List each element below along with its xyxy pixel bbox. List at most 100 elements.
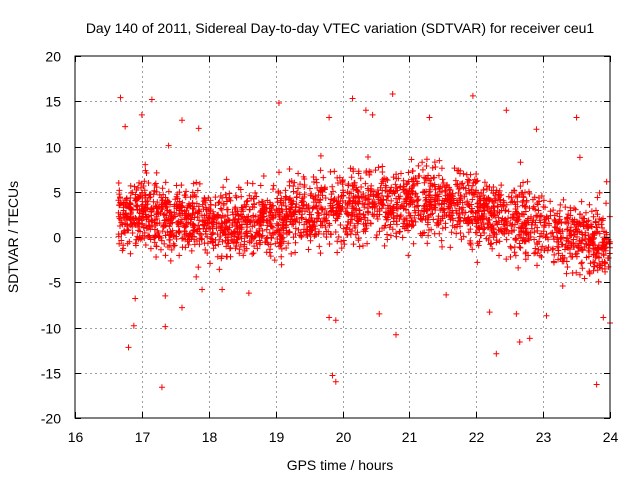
data-point [164, 198, 171, 205]
data-point [196, 208, 203, 215]
data-point [159, 185, 166, 192]
data-point [332, 317, 339, 324]
data-point [162, 203, 169, 210]
data-point [118, 219, 125, 226]
data-point [157, 246, 164, 253]
data-point [225, 240, 232, 247]
data-point [585, 245, 592, 252]
data-point [505, 230, 512, 237]
data-point [593, 207, 600, 214]
data-point [531, 236, 538, 243]
data-point [599, 224, 606, 231]
data-point [432, 186, 439, 193]
data-point [148, 204, 155, 211]
data-point [166, 220, 173, 227]
data-point [413, 178, 420, 185]
data-point [400, 183, 407, 190]
data-point [138, 111, 145, 118]
data-point [362, 180, 369, 187]
data-point [226, 224, 233, 231]
data-point [122, 123, 129, 130]
data-point [455, 200, 462, 207]
data-point [554, 243, 561, 250]
data-point [276, 231, 283, 238]
data-point [351, 222, 358, 229]
data-point [235, 233, 242, 240]
data-point [322, 224, 329, 231]
data-point [165, 142, 172, 149]
data-point [359, 200, 366, 207]
data-point [301, 208, 308, 215]
data-point [264, 197, 271, 204]
data-point [161, 217, 168, 224]
data-point [375, 196, 382, 203]
data-point [540, 203, 547, 210]
data-point [129, 229, 136, 236]
data-point [578, 246, 585, 253]
data-point [408, 156, 415, 163]
data-point [353, 205, 360, 212]
data-point [354, 229, 361, 236]
data-point [142, 167, 149, 174]
data-point [190, 180, 197, 187]
data-point [468, 205, 475, 212]
data-point [499, 215, 506, 222]
data-point [257, 182, 264, 189]
data-point [363, 169, 370, 176]
data-point [162, 179, 169, 186]
data-point [373, 234, 380, 241]
data-point [270, 186, 277, 193]
data-point [227, 231, 234, 238]
data-point [244, 224, 251, 231]
data-point [579, 246, 586, 253]
data-point [327, 168, 334, 175]
data-point [292, 218, 299, 225]
data-point [125, 344, 132, 351]
data-point [563, 270, 570, 277]
data-point [421, 229, 428, 236]
data-point [393, 218, 400, 225]
data-point [290, 183, 297, 190]
data-point [467, 226, 474, 233]
data-point [555, 219, 562, 226]
data-point [475, 224, 482, 231]
data-point [353, 186, 360, 193]
data-point [503, 236, 510, 243]
x-tick-label: 16 [68, 429, 84, 445]
data-point [583, 254, 590, 261]
data-point [490, 203, 497, 210]
data-point [151, 187, 158, 194]
data-point [178, 216, 185, 223]
x-tick-label: 19 [269, 429, 285, 445]
data-point [571, 205, 578, 212]
data-point [132, 242, 139, 249]
data-point [265, 212, 272, 219]
data-point [144, 214, 151, 221]
data-point [233, 223, 240, 230]
data-point [142, 161, 149, 168]
data-point [232, 245, 239, 252]
data-point [115, 209, 122, 216]
data-point [168, 246, 175, 253]
data-point [306, 209, 313, 216]
data-point [456, 185, 463, 192]
data-point [596, 189, 603, 196]
data-point [482, 203, 489, 210]
data-point [226, 196, 233, 203]
data-point [188, 247, 195, 254]
data-point [311, 223, 318, 230]
data-point [299, 211, 306, 218]
data-point [349, 212, 356, 219]
data-point [117, 94, 124, 101]
data-point [447, 198, 454, 205]
data-point [310, 204, 317, 211]
data-point [242, 229, 249, 236]
data-point [344, 231, 351, 238]
data-point [166, 223, 173, 230]
data-point [468, 201, 475, 208]
data-point [179, 244, 186, 251]
data-point [220, 202, 227, 209]
data-point [521, 203, 528, 210]
data-point [442, 220, 449, 227]
data-point [344, 231, 351, 238]
